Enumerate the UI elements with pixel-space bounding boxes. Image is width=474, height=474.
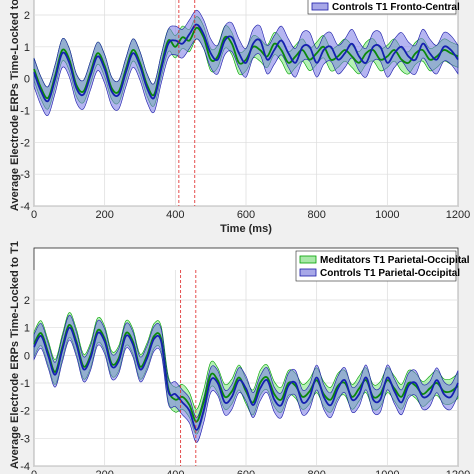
x-tick-label: 600 bbox=[237, 469, 255, 474]
ticks-bottom: 0 200 400 600 800 1000 1200 -4 -3 -2 -1 0 1 2 bbox=[20, 295, 470, 474]
legend-top: Controls T1 Fronto-Central bbox=[307, 0, 460, 15]
series-line-meditators bbox=[33, 324, 459, 423]
y-tick-label: -4 bbox=[20, 201, 30, 213]
series-line-controls bbox=[33, 23, 459, 103]
ticks-top: 0 200 400 600 800 1000 1200 -4 -3 -2 -1 0 1 2 bbox=[20, 10, 470, 221]
panel-bottom: 0 200 400 600 800 1000 1200 -4 -3 -2 -1 0 1 2 Meditat… bbox=[20, 247, 470, 474]
legend-label-controls-top: Controls T1 Fronto-Central bbox=[332, 2, 460, 13]
legend-label-controls-bottom: Controls T1 Parietal-Occipital bbox=[320, 268, 460, 279]
legend-box-top bbox=[307, 0, 457, 15]
x-tick-label: 0 bbox=[31, 209, 37, 221]
y-tick-label: -4 bbox=[20, 461, 30, 473]
y-tick-label: -2 bbox=[20, 137, 30, 149]
x-tick-label: 1200 bbox=[446, 209, 470, 221]
y-tick-label: -3 bbox=[20, 433, 30, 445]
legend-swatch-controls-top bbox=[311, 2, 329, 11]
y-tick-label: 1 bbox=[24, 323, 30, 335]
x-tick-label: 1000 bbox=[375, 469, 399, 474]
series-line-meditators bbox=[33, 26, 459, 100]
bands-bottom bbox=[33, 312, 459, 443]
y-tick-label: -1 bbox=[20, 378, 30, 390]
y-tick-label: 1 bbox=[24, 42, 30, 54]
x-tick-label: 400 bbox=[166, 469, 184, 474]
panel-top: 0 200 400 600 800 1000 1200 -4 -3 -2 -1 0 1 2 Time (m… bbox=[20, 0, 470, 235]
legend-swatch-controls-bottom bbox=[299, 268, 317, 277]
vlines-top bbox=[178, 0, 196, 206]
y-tick-label: 2 bbox=[24, 10, 30, 22]
x-tick-label: 1200 bbox=[446, 469, 470, 474]
legend-swatch-meditators-bottom bbox=[299, 255, 317, 264]
y-tick-label: -1 bbox=[20, 106, 30, 118]
y-tick-label: -3 bbox=[20, 169, 30, 181]
legend-label-meditators-bottom: Meditators T1 Parietal-Occipital bbox=[320, 255, 470, 266]
x-axis-label-top: Time (ms) bbox=[220, 223, 272, 235]
x-tick-label: 1000 bbox=[375, 209, 399, 221]
y-tick-label: 0 bbox=[24, 74, 30, 86]
series-band-controls bbox=[33, 314, 459, 443]
y-axis-label-top: Average Electrode ERPs Time-Locked to bbox=[9, 0, 21, 211]
legend-bottom: Meditators T1 Parietal-Occipital Control… bbox=[295, 250, 470, 282]
x-tick-label: 200 bbox=[95, 469, 113, 474]
y-tick-label: 0 bbox=[24, 350, 30, 362]
lines-bottom bbox=[33, 324, 459, 431]
series-line-controls bbox=[33, 326, 459, 431]
x-tick-label: 400 bbox=[166, 209, 184, 221]
x-tick-label: 600 bbox=[237, 209, 255, 221]
y-tick-label: -2 bbox=[20, 406, 30, 418]
lines-top bbox=[33, 23, 459, 103]
y-tick-label: 2 bbox=[24, 295, 30, 307]
x-tick-label: 800 bbox=[307, 469, 325, 474]
vlines-bottom bbox=[180, 270, 197, 466]
y-axis-label-bottom: Average Electrode ERPs Time-Locked to T1 bbox=[9, 241, 21, 469]
x-tick-label: 800 bbox=[307, 209, 325, 221]
legend-box-bottom bbox=[295, 250, 457, 282]
x-tick-label: 200 bbox=[95, 209, 113, 221]
x-tick-label: 0 bbox=[31, 469, 37, 474]
